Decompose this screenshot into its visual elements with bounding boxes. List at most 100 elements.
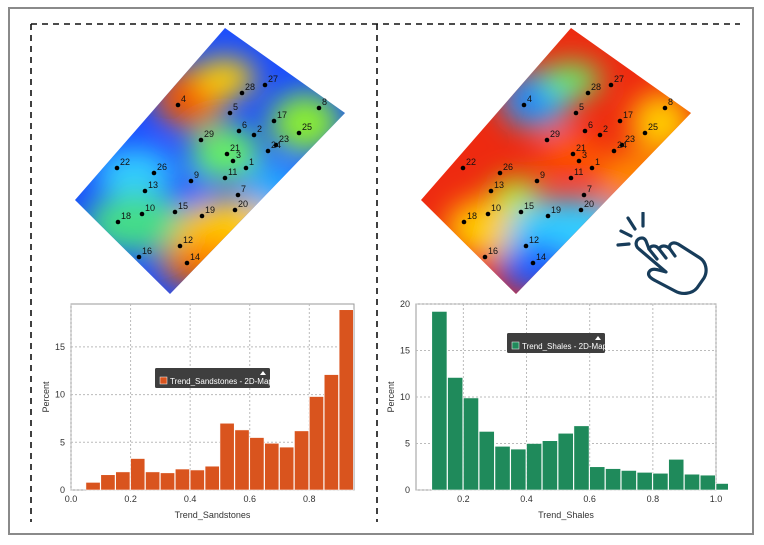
well-label: 24 <box>617 140 627 150</box>
well-marker <box>151 170 157 176</box>
well-marker <box>608 82 614 88</box>
histogram-bar <box>234 429 250 491</box>
well-label: 13 <box>494 180 504 190</box>
legend-collapse-icon <box>595 336 601 340</box>
well-marker <box>482 254 488 260</box>
well-label: 21 <box>230 143 240 153</box>
well-label: 18 <box>467 211 477 221</box>
histogram-bar <box>338 309 354 491</box>
well-marker <box>521 102 527 108</box>
well-label: 12 <box>529 235 539 245</box>
well-label: 11 <box>574 167 583 177</box>
well-label: 20 <box>238 199 248 209</box>
legend-swatch <box>511 341 520 350</box>
well-marker <box>662 105 668 111</box>
well-marker <box>199 213 205 219</box>
x-tick-label: 0.6 <box>583 494 596 504</box>
histogram-bar <box>145 471 161 491</box>
well-marker <box>114 165 120 171</box>
well-marker <box>175 102 181 108</box>
well-marker <box>262 82 268 88</box>
well-marker <box>273 142 279 148</box>
well-marker <box>570 151 576 157</box>
x-tick-label: 0.2 <box>124 494 137 504</box>
tap-hand-icon <box>616 212 708 295</box>
well-marker <box>136 254 142 260</box>
well-label: 1 <box>595 157 600 167</box>
well-marker <box>619 142 625 148</box>
well-marker <box>582 128 588 134</box>
well-label: 27 <box>268 74 278 84</box>
histogram-bar <box>249 437 265 491</box>
histogram-bar <box>620 470 637 491</box>
well-label: 3 <box>236 150 241 160</box>
well-marker <box>265 148 271 154</box>
well-label: 5 <box>233 102 238 112</box>
shales-map: 4567891011121314151617181920212223242526… <box>421 28 691 294</box>
sandstones-histogram: 0 5 10 15 0.0 0.2 0.4 0.6 0.8 Trend_Sandstones Per… <box>41 303 355 520</box>
shales-histogram: 0 5 10 15 20 0.2 0.4 0.6 0.8 1.0 Trend_Shales Perce… <box>386 299 728 520</box>
well-label: 6 <box>242 120 247 130</box>
well-marker <box>115 219 121 225</box>
y-tick-label: 20 <box>400 299 410 309</box>
histogram-bar <box>100 474 116 491</box>
well-label: 19 <box>205 205 215 215</box>
well-label: 24 <box>271 140 281 150</box>
well-label: 13 <box>148 180 158 190</box>
sandstones-map: 4567891011121314151617181920212223242526… <box>75 28 345 294</box>
well-label: 5 <box>579 102 584 112</box>
y-tick-label: 5 <box>60 437 65 447</box>
well-label: 6 <box>588 120 593 130</box>
well-label: 28 <box>591 82 601 92</box>
histogram-bar <box>526 443 543 491</box>
histogram-bar <box>115 471 131 491</box>
histogram-bar <box>494 445 511 491</box>
well-marker <box>485 211 491 217</box>
well-marker <box>177 243 183 249</box>
well-marker <box>589 165 595 171</box>
histogram-bar <box>309 396 324 491</box>
x-tick-label: 0.4 <box>520 494 533 504</box>
well-marker <box>235 192 241 198</box>
well-marker <box>460 165 466 171</box>
well-label: 26 <box>157 162 167 172</box>
histogram-bar <box>463 397 479 491</box>
well-label: 15 <box>178 201 188 211</box>
well-label: 7 <box>587 184 592 194</box>
well-marker <box>461 219 467 225</box>
histogram-bar <box>323 374 339 491</box>
well-label: 2 <box>603 124 608 134</box>
histogram-bar <box>542 440 558 491</box>
y-tick-label: 5 <box>405 439 410 449</box>
x-tick-label: 0.8 <box>303 494 316 504</box>
histogram-bar <box>447 377 464 491</box>
well-label: 18 <box>121 211 131 221</box>
well-marker <box>578 207 584 213</box>
well-label: 9 <box>540 170 545 180</box>
histogram-bar <box>557 432 574 491</box>
well-label: 21 <box>576 143 586 153</box>
y-axis-title: Percent <box>386 381 396 413</box>
histogram-bar <box>219 422 235 491</box>
histogram-bar <box>294 430 310 491</box>
well-marker <box>534 178 540 184</box>
well-label: 4 <box>181 94 186 104</box>
legend-collapse-icon <box>260 371 266 375</box>
well-marker <box>611 148 617 154</box>
well-label: 8 <box>668 97 673 107</box>
well-marker <box>573 110 579 116</box>
x-tick-label: 0.2 <box>457 494 470 504</box>
well-label: 17 <box>277 110 287 120</box>
well-marker <box>585 90 591 96</box>
well-marker <box>139 211 145 217</box>
histogram-bar <box>204 465 220 491</box>
well-marker <box>224 151 230 157</box>
x-tick-label: 0.0 <box>65 494 78 504</box>
histogram-bar <box>431 311 448 491</box>
well-label: 1 <box>249 157 254 167</box>
well-marker <box>523 243 529 249</box>
well-label: 25 <box>648 122 658 132</box>
x-axis-title: Trend_Shales <box>538 510 594 520</box>
histogram-bar <box>189 469 205 491</box>
